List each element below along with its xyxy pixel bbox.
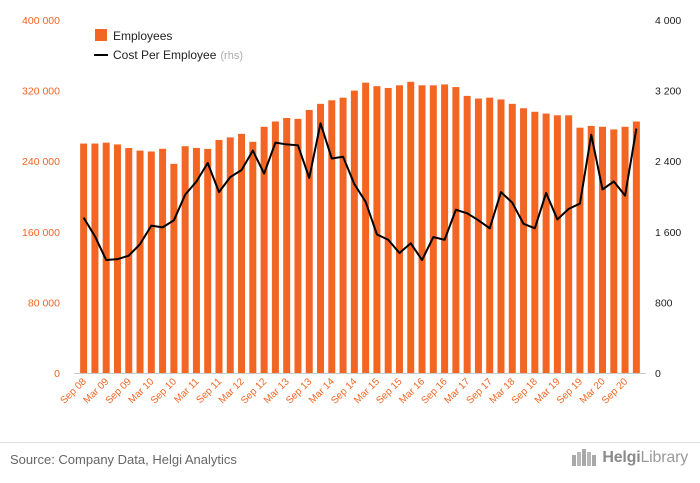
bar [384,87,392,373]
bar [373,86,381,373]
right-tick-label: 4 000 [655,15,681,27]
bar [621,126,629,373]
bar [553,115,561,373]
right-tick-label: 2 400 [655,156,681,168]
x-tick-label: Sep 20 [600,376,630,406]
bar [271,121,279,374]
bar [147,151,155,373]
bar [531,111,539,373]
bar [80,143,88,373]
bars-layer [80,81,640,374]
helgi-castle-icon [572,449,597,466]
bar [632,121,640,374]
left-axis: 0 80 000 160 000 240 000 320 000 400 000 [22,15,60,380]
bar [125,147,133,373]
logo-text: HelgiLibrary [602,449,688,466]
left-tick-label: 400 000 [22,15,60,27]
bar [260,126,268,373]
bar [159,148,167,373]
bar [407,81,415,373]
left-tick-label: 240 000 [22,156,60,168]
bar [610,129,618,373]
left-tick-label: 160 000 [22,227,60,239]
bar [215,140,223,373]
bar [350,90,358,373]
bar [181,146,189,373]
bar [474,98,482,373]
bar [418,85,426,373]
chart: 0 80 000 160 000 240 000 320 000 400 000 0 800… [22,15,681,407]
right-tick-label: 1 600 [655,227,681,239]
bar [452,87,460,373]
bar [395,85,403,373]
x-tick-label: Sep 10 [149,376,179,406]
legend-cost-label: Cost Per Employee (rhs) [113,48,243,62]
bar [170,163,178,373]
right-tick-label: 0 [655,368,661,380]
right-tick-label: 3 200 [655,86,681,98]
bar [497,99,505,374]
bar [463,95,471,373]
legend-cost-note: (rhs) [220,50,243,62]
right-tick-label: 800 [655,297,673,309]
bar [238,133,246,373]
bar [328,100,336,373]
bar [565,115,573,373]
legend: Employees Cost Per Employee (rhs) [94,29,243,62]
bar [91,143,99,373]
legend-employees-swatch [95,29,107,41]
source-note: Source: Company Data, Helgi Analytics [10,452,237,467]
bar [508,103,516,373]
legend-cost-name: Cost Per Employee [113,48,217,62]
bar [441,84,449,374]
bar [136,150,144,373]
bar [294,118,302,373]
legend-employees-label: Employees [113,29,172,43]
bar [429,85,437,373]
right-axis: 0 800 1 600 2 400 3 200 4 000 [655,15,681,380]
bar [576,127,584,373]
bar [599,126,607,373]
bar [542,113,550,374]
bar [204,148,212,373]
bar [192,147,200,373]
bar [305,110,313,373]
left-tick-label: 80 000 [28,297,60,309]
helgi-library-logo: HelgiLibrary [571,449,688,467]
footer-divider [0,442,700,443]
line-layer [82,122,638,262]
bar [249,141,257,373]
bar [486,97,494,373]
bar [587,125,595,374]
cost-per-employee-line [82,122,638,262]
bar [520,108,528,373]
left-tick-label: 320 000 [22,86,60,98]
bar [283,117,291,374]
bar [317,103,325,373]
bar [339,97,347,373]
bar [362,82,370,373]
left-tick-label: 0 [54,368,60,380]
bar [226,137,234,373]
